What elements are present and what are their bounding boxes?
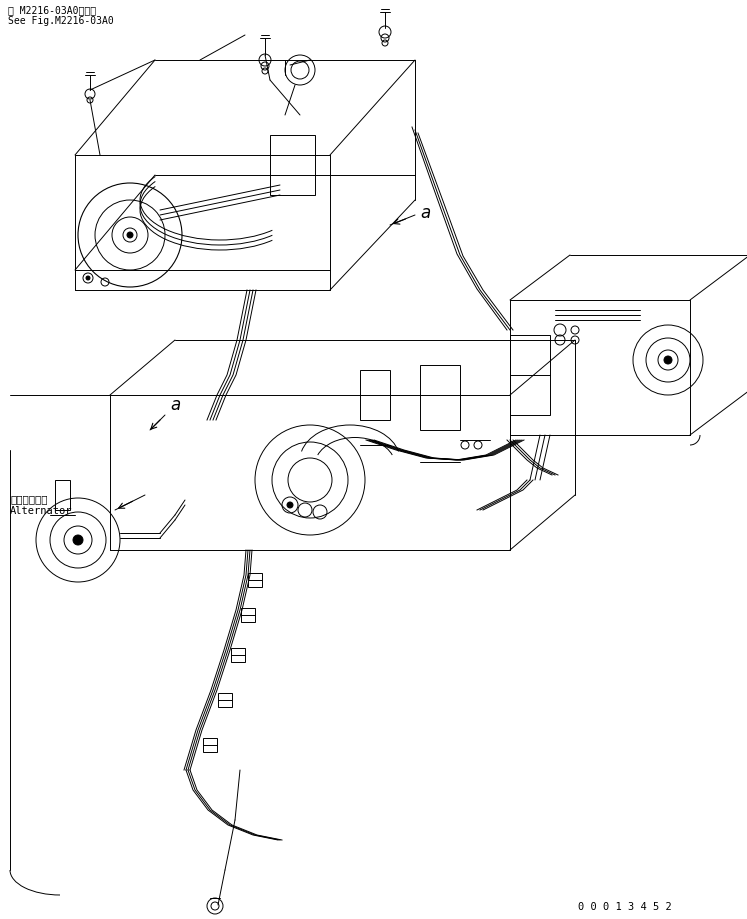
Text: Alternator: Alternator	[10, 506, 72, 516]
Circle shape	[664, 356, 672, 364]
Text: オルタネータ: オルタネータ	[10, 494, 48, 504]
Bar	[270, 135, 315, 195]
Circle shape	[287, 502, 293, 508]
Circle shape	[73, 535, 83, 545]
Bar	[510, 335, 550, 415]
Text: 0 0 0 1 3 4 5 2: 0 0 0 1 3 4 5 2	[578, 902, 672, 912]
Text: See Fig.M2216-03A0: See Fig.M2216-03A0	[8, 16, 114, 26]
Text: 第 M2216-03A0図参照: 第 M2216-03A0図参照	[8, 5, 96, 15]
Circle shape	[127, 232, 133, 238]
Bar	[203, 738, 217, 752]
Bar	[241, 608, 255, 622]
Bar	[420, 365, 460, 430]
Circle shape	[86, 276, 90, 280]
Bar	[248, 573, 262, 587]
Bar	[231, 648, 245, 662]
Text: a: a	[420, 204, 430, 222]
Bar	[218, 693, 232, 707]
Bar	[55, 480, 70, 510]
Text: a: a	[170, 396, 180, 414]
Bar	[360, 370, 390, 420]
